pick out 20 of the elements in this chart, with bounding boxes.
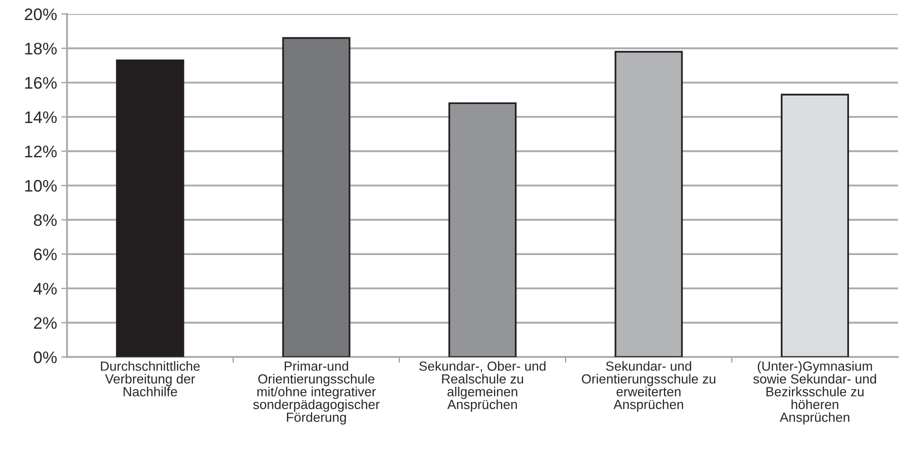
y-tick-label: 14% [25, 111, 57, 124]
y-tick-label: 20% [24, 8, 57, 20]
y-tick-label: 2% [34, 317, 57, 329]
bar [116, 59, 184, 357]
y-tick-label: 4% [34, 282, 57, 295]
y-tick-label: 12% [25, 146, 57, 158]
x-tick-label: Durchschnittliche Verbreitung der Nachhilfe [100, 361, 200, 396]
bar [282, 37, 350, 357]
x-tick-label: Primar-und Orientierungsschule mit/ohne integrativer sonderpädagogischer Förderung [253, 361, 380, 425]
x-tick-label: Sekundar- und Orientierungsschule zu erweiterten Ansprüchen [582, 361, 716, 412]
y-tick-label: 0% [34, 351, 57, 364]
bar [780, 94, 849, 357]
y-tick-label: 10% [25, 180, 57, 192]
y-tick-label: 6% [34, 248, 57, 260]
bar [448, 102, 517, 357]
x-tick-label: (Unter-)Gymnasium sowie Sekundar- und Bezirksschule zu höheren Ansprüchen [753, 361, 876, 425]
y-tick-label: 16% [25, 77, 57, 89]
x-tick-label: Sekundar-, Ober- und Realschule zu allgemeinen Ansprüchen [419, 361, 546, 412]
y-tick-label: 8% [34, 214, 57, 226]
y-tick-label: 18% [25, 42, 57, 55]
